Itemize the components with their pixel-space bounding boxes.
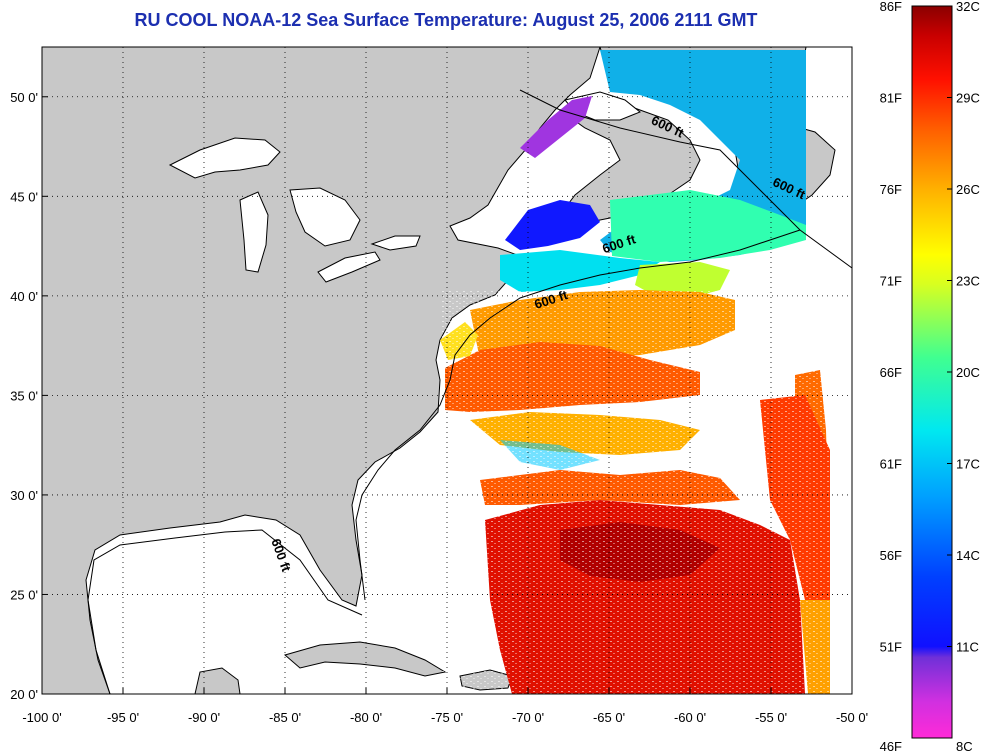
- lat-tick-label: 25 0': [10, 587, 38, 602]
- colorbar-fahrenheit-label: 66F: [880, 365, 902, 380]
- lon-tick-label: -60 0': [674, 710, 706, 725]
- map-title: RU COOL NOAA-12 Sea Surface Temperature:…: [134, 10, 758, 30]
- colorbar-celsius-label: 23C: [956, 274, 980, 289]
- lat-tick-label: 50 0': [10, 90, 38, 105]
- lon-tick-label: -95 0': [107, 710, 139, 725]
- colorbar-celsius-label: 14C: [956, 548, 980, 563]
- land-cuba: [283, 641, 447, 677]
- lon-tick-label: -100 0': [22, 710, 61, 725]
- lat-tick-label: 45 0': [10, 189, 38, 204]
- colorbar-celsius-label: 8C: [956, 739, 973, 754]
- colorbar: [911, 5, 953, 739]
- lon-tick-label: -65 0': [593, 710, 625, 725]
- colorbar-celsius-label: 20C: [956, 365, 980, 380]
- colorbar-celsius-label: 11C: [956, 640, 979, 655]
- lon-tick-label: -75 0': [431, 710, 463, 725]
- lat-tick-label: 20 0': [10, 687, 38, 702]
- lon-tick-label: -70 0': [512, 710, 544, 725]
- colorbar-celsius-label: 29C: [956, 91, 980, 106]
- colorbar-celsius-label: 17C: [956, 457, 980, 472]
- lon-tick-label: -50 0': [836, 710, 868, 725]
- colorbar-fahrenheit-label: 76F: [880, 182, 902, 197]
- lake-michigan: [239, 191, 269, 273]
- colorbar-celsius-label: 26C: [956, 182, 980, 197]
- lon-tick-label: -90 0': [188, 710, 220, 725]
- colorbar-fahrenheit-label: 61F: [880, 457, 902, 472]
- land-yucatan: [194, 667, 241, 694]
- colorbar-fahrenheit-label: 46F: [880, 739, 902, 754]
- colorbar-fahrenheit-label: 56F: [880, 548, 902, 563]
- colorbar-fahrenheit-label: 86F: [880, 0, 902, 14]
- latitude-axis: 50 0' 45 0' 40 0' 35 0' 30 0' 25 0' 20 0': [10, 90, 48, 702]
- longitude-axis: -100 0' -95 0' -90 0' -85 0' -80 0' -75 0' -70…: [22, 688, 868, 725]
- colorbar-fahrenheit-label: 81F: [880, 91, 902, 106]
- lake-erie: [317, 251, 381, 283]
- lake-ontario: [370, 235, 421, 251]
- colorbar-celsius-label: 32C: [956, 0, 980, 14]
- lon-tick-label: -85 0': [269, 710, 301, 725]
- colorbar-ticks: 32C 86F 29C 81F 26C 76F 23C 71F 20C 66F 17C 61F 14C 5…: [880, 0, 980, 754]
- lon-tick-label: -55 0': [755, 710, 787, 725]
- colorbar-fahrenheit-label: 71F: [880, 274, 902, 289]
- lat-tick-label: 30 0': [10, 488, 38, 503]
- colorbar-fahrenheit-label: 51F: [880, 640, 902, 655]
- lon-tick-label: -80 0': [350, 710, 382, 725]
- lake-huron: [289, 187, 361, 247]
- lat-tick-label: 40 0': [10, 289, 38, 304]
- land-north-america: [42, 47, 601, 694]
- lat-tick-label: 35 0': [10, 388, 38, 403]
- lake-superior: [168, 137, 281, 179]
